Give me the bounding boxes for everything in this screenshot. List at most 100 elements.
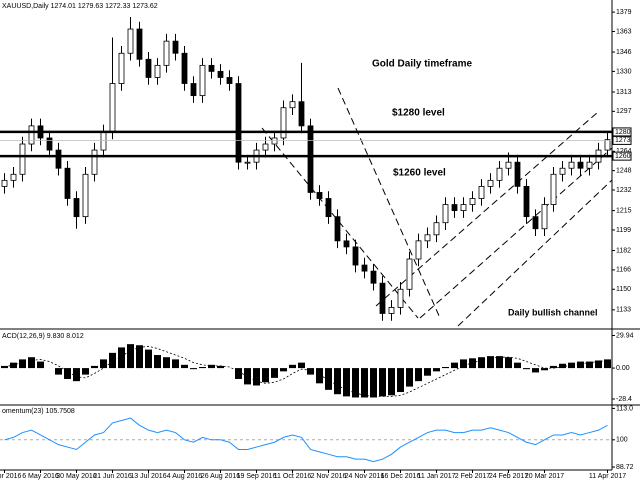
candle-body — [64, 167, 71, 199]
candle-body — [262, 143, 269, 151]
x-tick-label: 2 Feb 2017 — [455, 473, 491, 480]
candle-body — [586, 161, 593, 169]
level-box — [612, 151, 632, 161]
candle-body — [73, 198, 80, 218]
macd-bar — [109, 352, 116, 369]
candle-body — [487, 179, 494, 187]
macd-bar — [64, 368, 71, 379]
candle-body — [325, 198, 332, 218]
macd-bar — [127, 344, 134, 369]
candle-body — [415, 240, 422, 260]
candle-body — [532, 216, 539, 230]
y-tick-label: 0.00 — [616, 365, 630, 372]
candle-body — [100, 131, 107, 151]
macd-bar — [541, 368, 548, 371]
macd-bar — [550, 365, 557, 369]
x-tick-label: 20 Mar 2017 — [525, 473, 564, 480]
macd-bar — [379, 368, 386, 397]
x-tick-label: 24 Nov 2016 — [345, 473, 385, 480]
macd-bar — [253, 368, 260, 386]
macd-bar — [496, 356, 503, 369]
macd-bar — [181, 364, 188, 369]
trendline — [375, 111, 599, 307]
candle-body — [82, 173, 89, 218]
macd-bar — [91, 365, 98, 369]
candle-body — [406, 258, 413, 290]
x-tick-label: 6 May 2016 — [22, 473, 59, 480]
x-tick-label: 4 Aug 2016 — [167, 473, 203, 480]
last-price-label: 1273 — [615, 137, 631, 144]
macd-bar — [460, 359, 467, 369]
macd-bar — [262, 368, 269, 383]
macd-bar — [280, 368, 287, 372]
candle-body — [109, 83, 116, 133]
macd-bar — [442, 367, 449, 369]
candle-body — [577, 161, 584, 169]
annotation: $1280 level — [392, 108, 445, 119]
macd-bar — [595, 360, 602, 369]
trendline — [337, 87, 441, 319]
candle-body — [604, 139, 611, 151]
candle-body — [118, 52, 125, 84]
macd-bar — [397, 368, 404, 393]
macd-bar — [28, 357, 35, 369]
chart-title: XAUUSD,Daily 1274.01 1279.63 1272.33 127… — [2, 3, 158, 10]
candle-body — [361, 264, 368, 272]
level-label: 1280 — [615, 129, 631, 136]
x-tick-label: 2 Nov 2016 — [311, 473, 347, 480]
trendline — [419, 147, 613, 319]
candle-body — [289, 101, 296, 109]
y-tick-label: 1232 — [616, 187, 632, 194]
candle-body — [469, 198, 476, 205]
candle-body — [505, 161, 512, 169]
candle-body — [10, 173, 17, 181]
candle-body — [397, 288, 404, 308]
candle-body — [478, 185, 485, 199]
candle-body — [568, 161, 575, 169]
level-label: 1260 — [615, 153, 631, 160]
macd-bar — [523, 368, 530, 370]
x-tick-label: 11 Oct 2016 — [274, 473, 312, 480]
macd-bar — [451, 362, 458, 369]
candle-body — [163, 40, 170, 66]
macd-bar — [73, 368, 80, 382]
candle-body — [541, 204, 548, 230]
y-tick-label: 1379 — [616, 9, 632, 16]
macd-bar — [55, 368, 62, 375]
macd-bar — [487, 356, 494, 369]
candle-body — [424, 234, 431, 242]
macd-bar — [10, 362, 17, 369]
macd-bar — [406, 368, 413, 387]
macd-bar — [19, 359, 26, 369]
momentum-line — [4, 417, 608, 463]
macd-bar — [298, 362, 305, 369]
candle-body — [19, 143, 26, 175]
y-tick-label: 1215 — [616, 207, 632, 214]
candle-body — [46, 137, 53, 151]
candle-body — [550, 173, 557, 205]
macd-bar — [415, 368, 422, 382]
x-tick-label: 16 Dec 2016 — [381, 473, 421, 480]
y-tick-label: 88.72 — [616, 464, 634, 471]
y-tick-label: 1182 — [616, 247, 631, 254]
y-tick-label: 1133 — [616, 307, 631, 314]
macd-bar — [190, 368, 197, 370]
candle-body — [514, 161, 521, 187]
macd-bar — [586, 361, 593, 369]
macd-bar — [136, 345, 143, 369]
macd-bar — [244, 368, 251, 385]
x-tick-label: 19 Sep 2016 — [237, 473, 277, 480]
candle-body — [451, 204, 458, 211]
y-tick-label: 1248 — [616, 168, 632, 175]
macd-bar — [505, 357, 512, 369]
candle-body — [55, 149, 62, 169]
candle-body — [433, 222, 440, 236]
candle-body — [442, 204, 449, 224]
candle-body — [199, 64, 206, 97]
last-price-box — [612, 135, 632, 145]
candle-body — [91, 149, 98, 175]
macd-bar — [478, 357, 485, 369]
macd-bar — [316, 368, 323, 384]
macd-bar — [37, 361, 44, 369]
annotation: $1260 level — [393, 168, 446, 179]
